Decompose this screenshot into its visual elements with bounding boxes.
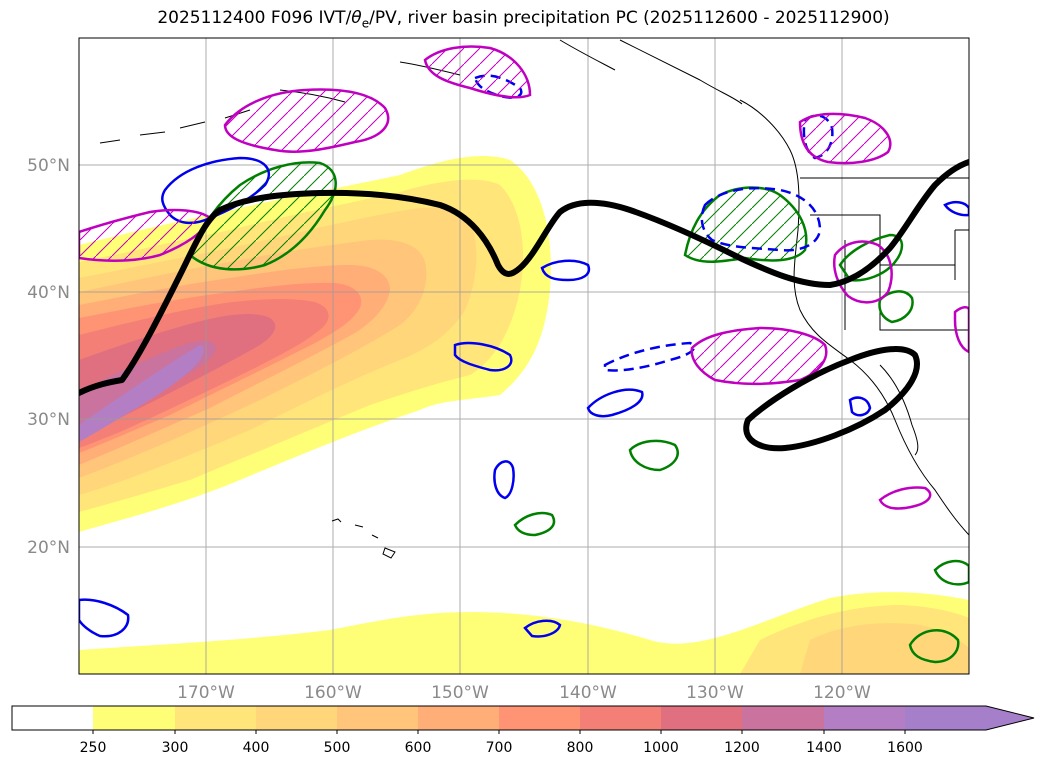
title-theta: θ <box>351 8 362 28</box>
magenta-region-7 <box>878 486 932 510</box>
lon-label-130w: 130°W <box>686 683 744 703</box>
state-borders <box>810 214 969 331</box>
hawaii <box>331 518 396 559</box>
baja <box>879 364 919 456</box>
cb-label-300: 300 <box>162 740 189 756</box>
map-frame <box>78 37 970 675</box>
ivt-level-1400 <box>79 345 204 442</box>
blue-region-11 <box>848 396 872 417</box>
magenta-region-4 <box>690 326 828 385</box>
colorbar-bin-1400 <box>824 706 905 730</box>
blue-region-7-dashed <box>700 186 822 252</box>
lon-label-140w: 140°W <box>559 683 617 703</box>
blue-region-12 <box>943 200 969 217</box>
coastlines <box>99 39 969 559</box>
magenta-region-8 <box>953 306 969 354</box>
colorbar-extend-arrow <box>905 706 1034 730</box>
green-region-7 <box>878 290 914 324</box>
green-region-1 <box>188 161 337 271</box>
colorbar-outline <box>11 705 1035 731</box>
green-region-4 <box>628 439 679 472</box>
colorbar-bin-800 <box>580 706 661 730</box>
ivt-south-250 <box>79 592 969 674</box>
green-region-3 <box>838 233 904 282</box>
green-region-6 <box>908 629 960 664</box>
colorbar-bin-600 <box>418 706 499 730</box>
lon-label-120w: 120°W <box>813 683 871 703</box>
magenta-region-1 <box>223 88 390 153</box>
front-main <box>79 159 969 396</box>
green-region-5 <box>513 511 556 537</box>
chart-title: 2025112400 F096 IVT/θe/PV, river basin p… <box>0 8 1047 30</box>
cb-label-1200: 1200 <box>724 740 760 756</box>
title-theta-sub: e <box>361 16 370 31</box>
colorbar-bin-300 <box>175 706 256 730</box>
blue-region-5 <box>493 460 515 500</box>
cb-label-500: 500 <box>324 740 351 756</box>
green-region-8 <box>933 559 969 586</box>
lat-label-30: 30°N <box>27 410 70 430</box>
lon-label-160w: 160°W <box>304 683 362 703</box>
lat-label-40: 40°N <box>27 283 70 303</box>
colorbar-bin-1200 <box>742 706 824 730</box>
colorbar-bin-500 <box>337 706 418 730</box>
blue-region-4 <box>586 388 644 418</box>
cb-label-1000: 1000 <box>643 740 679 756</box>
magenta-region-2 <box>423 45 532 99</box>
title-suffix: /PV, river basin precipitation PC (20251… <box>369 8 890 28</box>
cb-label-600: 600 <box>405 740 432 756</box>
lon-label-170w: 170°W <box>177 683 235 703</box>
front-lines <box>79 159 969 452</box>
blue-region-3 <box>540 259 591 282</box>
lat-label-50: 50°N <box>27 156 70 176</box>
north-america-coast <box>739 99 969 536</box>
lat-labels: 50°N 40°N 30°N 20°N <box>27 156 70 558</box>
title-prefix: 2025112400 F096 IVT/ <box>157 8 352 28</box>
colorbar-under <box>12 706 93 730</box>
blue-region-6 <box>79 598 130 638</box>
colorbar-bin-700 <box>499 706 580 730</box>
lon-label-150w: 150°W <box>431 683 489 703</box>
alaska-coast <box>279 39 743 105</box>
colorbar-bin-1000 <box>661 706 742 730</box>
cb-label-1400: 1400 <box>806 740 842 756</box>
cb-label-800: 800 <box>567 740 594 756</box>
lon-labels: 170°W 160°W 150°W 140°W 130°W 120°W <box>177 683 871 703</box>
ivt-south-west <box>79 650 170 674</box>
cb-label-1600: 1600 <box>887 740 923 756</box>
cb-label-250: 250 <box>80 740 107 756</box>
colorbar-bin-400 <box>256 706 337 730</box>
cb-label-400: 400 <box>243 740 270 756</box>
blue-region-13 <box>523 619 562 638</box>
colorbar: 250 300 400 500 600 700 800 1000 1200 14… <box>11 705 1035 756</box>
magenta-region-5 <box>798 112 892 165</box>
precip-magenta <box>79 45 969 510</box>
blue-region-2 <box>453 341 513 372</box>
aleutians <box>99 109 251 144</box>
colorbar-bin-250 <box>93 706 175 730</box>
colorbar-ticks <box>92 730 906 734</box>
cb-label-700: 700 <box>486 740 513 756</box>
lat-label-20: 20°N <box>27 538 70 558</box>
front-loop <box>743 346 920 452</box>
